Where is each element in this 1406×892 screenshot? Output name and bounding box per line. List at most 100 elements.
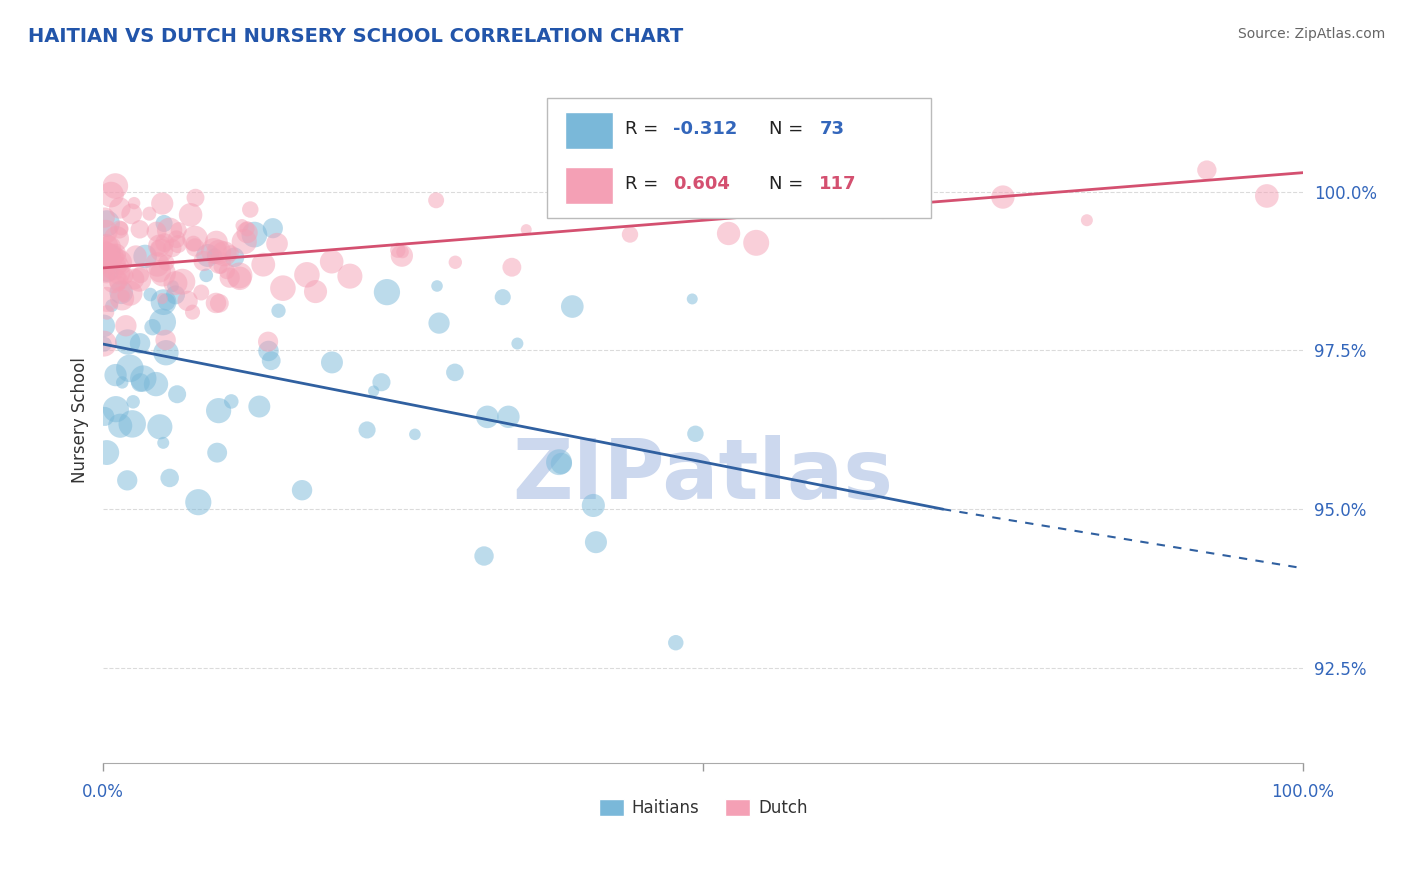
Point — [104, 368, 127, 383]
Point — [304, 285, 326, 299]
Point — [104, 179, 127, 194]
Point — [100, 299, 122, 313]
FancyBboxPatch shape — [565, 167, 613, 204]
Point — [108, 418, 131, 433]
Point — [115, 318, 138, 333]
Point — [184, 191, 207, 205]
Point — [321, 355, 343, 369]
Point — [236, 226, 259, 240]
Point — [165, 232, 187, 246]
Point — [229, 271, 252, 285]
Point — [187, 495, 209, 509]
Point — [228, 268, 250, 283]
Point — [107, 274, 129, 288]
Text: Source: ZipAtlas.com: Source: ZipAtlas.com — [1237, 27, 1385, 41]
Point — [219, 394, 242, 409]
Point — [991, 190, 1014, 204]
Point — [138, 207, 160, 221]
Point — [96, 244, 118, 258]
Point — [176, 293, 198, 308]
Point — [94, 409, 117, 424]
Point — [356, 423, 378, 437]
Point — [166, 387, 188, 401]
Point — [152, 315, 174, 329]
Text: 0.604: 0.604 — [673, 175, 730, 193]
Point — [271, 281, 294, 295]
Point — [444, 255, 467, 269]
Point — [370, 375, 392, 389]
Point — [111, 291, 134, 305]
Point — [162, 279, 184, 293]
Point — [142, 320, 165, 334]
Point — [1256, 189, 1278, 203]
Point — [152, 267, 174, 281]
Point — [233, 235, 256, 249]
Point — [167, 223, 190, 237]
Point — [492, 290, 515, 304]
Point — [117, 334, 139, 349]
Point — [110, 258, 132, 272]
Point — [472, 549, 495, 563]
Point — [426, 279, 449, 293]
Point — [93, 336, 115, 351]
Point — [121, 417, 143, 431]
Point — [681, 292, 703, 306]
Point — [427, 316, 450, 330]
Point — [103, 260, 125, 274]
Point — [118, 361, 141, 376]
Point — [149, 419, 172, 434]
Point — [159, 223, 181, 237]
Point — [260, 353, 283, 368]
Point — [108, 255, 131, 269]
Point — [155, 255, 177, 269]
Point — [551, 205, 574, 219]
Text: R =: R = — [626, 175, 664, 193]
Point — [181, 305, 204, 319]
Point — [146, 241, 169, 255]
Point — [150, 292, 173, 306]
Point — [295, 268, 318, 282]
Point — [122, 272, 145, 286]
Point — [148, 239, 170, 253]
Text: HAITIAN VS DUTCH NURSERY SCHOOL CORRELATION CHART: HAITIAN VS DUTCH NURSERY SCHOOL CORRELAT… — [28, 27, 683, 45]
Point — [585, 535, 607, 549]
Point — [561, 300, 583, 314]
Point — [162, 241, 184, 255]
Point — [155, 295, 177, 310]
Point — [1076, 213, 1098, 227]
Text: -0.312: -0.312 — [673, 120, 737, 138]
Point — [252, 258, 274, 272]
Point — [128, 273, 150, 287]
Point — [165, 288, 187, 302]
Point — [257, 334, 280, 349]
Point — [94, 260, 117, 275]
Point — [619, 227, 641, 242]
Point — [208, 296, 231, 310]
Point — [219, 246, 242, 260]
Point — [498, 409, 520, 424]
Text: N =: N = — [769, 175, 808, 193]
Point — [391, 244, 413, 259]
Point — [477, 409, 499, 424]
Point — [139, 287, 162, 301]
Point — [96, 262, 118, 277]
Point — [129, 336, 152, 351]
Point — [129, 268, 152, 282]
Point — [101, 246, 124, 260]
Point — [134, 250, 156, 264]
Point — [111, 376, 134, 390]
Point — [167, 237, 190, 252]
Point — [146, 257, 169, 271]
Point — [96, 238, 118, 252]
Point — [387, 243, 409, 257]
Point — [150, 196, 173, 211]
Point — [267, 303, 290, 318]
Point — [321, 254, 343, 268]
Point — [375, 285, 398, 300]
Point — [152, 435, 174, 450]
Point — [114, 268, 136, 283]
FancyBboxPatch shape — [547, 98, 931, 218]
Point — [93, 337, 115, 351]
Point — [180, 208, 202, 222]
Point — [212, 246, 235, 260]
